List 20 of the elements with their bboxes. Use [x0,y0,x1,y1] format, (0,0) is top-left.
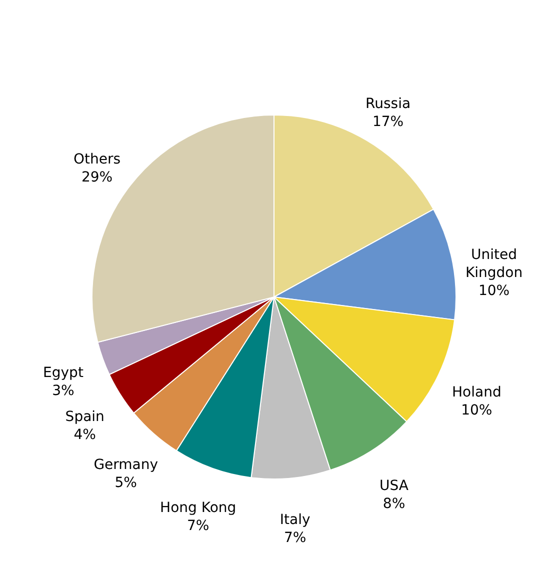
data-label: 3% [52,382,74,399]
slice-label: Holand [452,384,502,400]
slice-label: USA [380,478,409,494]
data-label: 8% [382,496,406,512]
data-label: 17% [372,114,404,130]
data-label: 10% [461,402,492,418]
slice-label: Hong Kong [160,500,236,516]
data-label: 7% [284,530,306,546]
slice-label: Italy [280,512,310,528]
slice-label: Egypt [43,364,84,381]
slice-label: Others [73,152,121,168]
slice-label: Spain [65,409,104,426]
data-label: 4% [74,427,96,444]
slice-label: Russia [366,96,411,112]
data-label: 29% [81,170,113,186]
data-label: 5% [114,475,137,492]
data-label: 10% [478,283,510,300]
slice-label: United Kingdon [465,247,523,282]
data-label: 7% [187,518,210,534]
slice-label: Germany [94,457,158,474]
